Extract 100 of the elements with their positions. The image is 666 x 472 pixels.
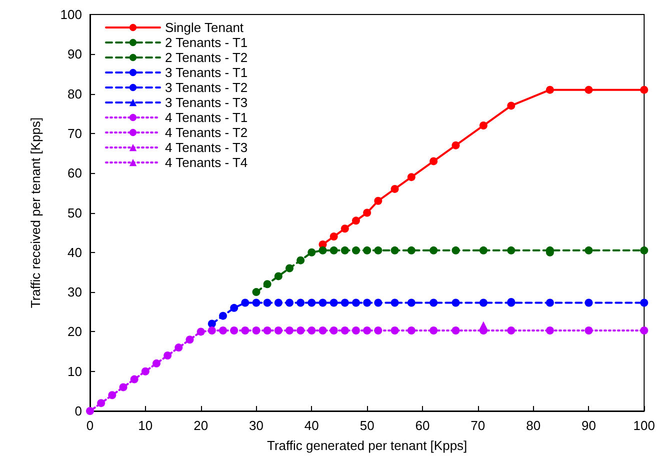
point (374, 196, 382, 205)
point (230, 304, 238, 312)
point (286, 298, 294, 307)
point (452, 246, 460, 254)
x-tick-label: 60 (415, 418, 430, 433)
y-tick-label: 80 (68, 86, 82, 102)
point (286, 326, 294, 335)
point (390, 298, 399, 307)
point (130, 375, 138, 384)
legend-label: 4 Tenants - T3 (165, 140, 248, 155)
point (296, 326, 305, 335)
point (352, 216, 360, 225)
point (584, 326, 593, 335)
point (252, 326, 260, 335)
point (407, 246, 416, 254)
point (430, 326, 438, 335)
point (546, 326, 554, 335)
legend-label: 4 Tenants - T4 (165, 155, 248, 170)
y-tick-label: 100 (60, 7, 82, 22)
y-tick-label: 70 (68, 126, 82, 141)
point (452, 326, 460, 335)
point (241, 326, 250, 335)
x-tick-label: 70 (470, 418, 486, 433)
point (274, 272, 282, 280)
x-tick-label: 30 (249, 418, 264, 433)
y-tick-label: 40 (68, 244, 82, 260)
x-tick-label: 50 (360, 418, 374, 433)
point (252, 298, 260, 307)
x-tick-label: 20 (194, 418, 208, 433)
legend-label: Single Tenant (165, 20, 244, 35)
point (318, 326, 327, 335)
point (430, 298, 438, 307)
point (479, 246, 488, 254)
point (546, 298, 554, 307)
x-tick-label: 10 (138, 418, 153, 433)
legend-label: 2 Tenants - T1 (165, 35, 248, 50)
point (479, 298, 488, 307)
point (584, 246, 593, 254)
point (330, 232, 338, 241)
point (286, 264, 294, 272)
point (340, 224, 349, 233)
point (584, 86, 593, 94)
point (208, 326, 216, 335)
point (430, 246, 438, 254)
point (208, 320, 216, 328)
x-tick-label: 90 (582, 418, 596, 433)
point (363, 298, 372, 307)
point (640, 246, 648, 254)
point (263, 298, 272, 307)
y-tick-label: 60 (68, 166, 82, 181)
point (263, 326, 272, 335)
point (407, 173, 416, 182)
point (241, 298, 250, 307)
point (263, 280, 272, 288)
point (86, 407, 94, 415)
point (330, 246, 338, 254)
point (546, 86, 554, 94)
point (374, 246, 382, 254)
y-tick-label: 50 (68, 205, 82, 220)
point (330, 298, 338, 307)
x-tick-label: 100 (633, 418, 656, 433)
point (308, 298, 316, 307)
y-tick-label: 10 (68, 364, 82, 379)
point (390, 184, 399, 193)
point (318, 298, 327, 307)
point (274, 326, 282, 335)
point (219, 312, 227, 320)
y-tick-label: 20 (68, 324, 82, 340)
point (119, 383, 128, 392)
point (252, 288, 260, 296)
point (363, 326, 372, 335)
point (296, 298, 305, 307)
y-axis-title: Traffic received per tenant [Kpps] (28, 117, 43, 308)
point (374, 298, 382, 307)
point (308, 248, 316, 256)
point (507, 246, 516, 254)
point (164, 351, 172, 360)
point (108, 391, 116, 400)
point (390, 246, 399, 254)
point (407, 326, 416, 335)
point (340, 246, 349, 254)
point (219, 326, 227, 335)
point (478, 321, 488, 330)
legend-label: 4 Tenants - T1 (165, 110, 248, 125)
point (230, 326, 238, 335)
point (479, 122, 488, 130)
point (640, 298, 648, 307)
legend-label: 2 Tenants - T2 (165, 50, 248, 65)
point (186, 336, 194, 344)
point (584, 298, 593, 307)
point (330, 326, 338, 335)
point (340, 326, 349, 335)
point (97, 399, 106, 408)
x-tick-label: 80 (526, 418, 541, 433)
point (640, 326, 648, 335)
point (390, 326, 399, 335)
point (507, 326, 516, 335)
point (318, 246, 327, 254)
point (363, 208, 372, 217)
x-axis-title: Traffic generated per tenant [Kpps] (266, 438, 468, 453)
